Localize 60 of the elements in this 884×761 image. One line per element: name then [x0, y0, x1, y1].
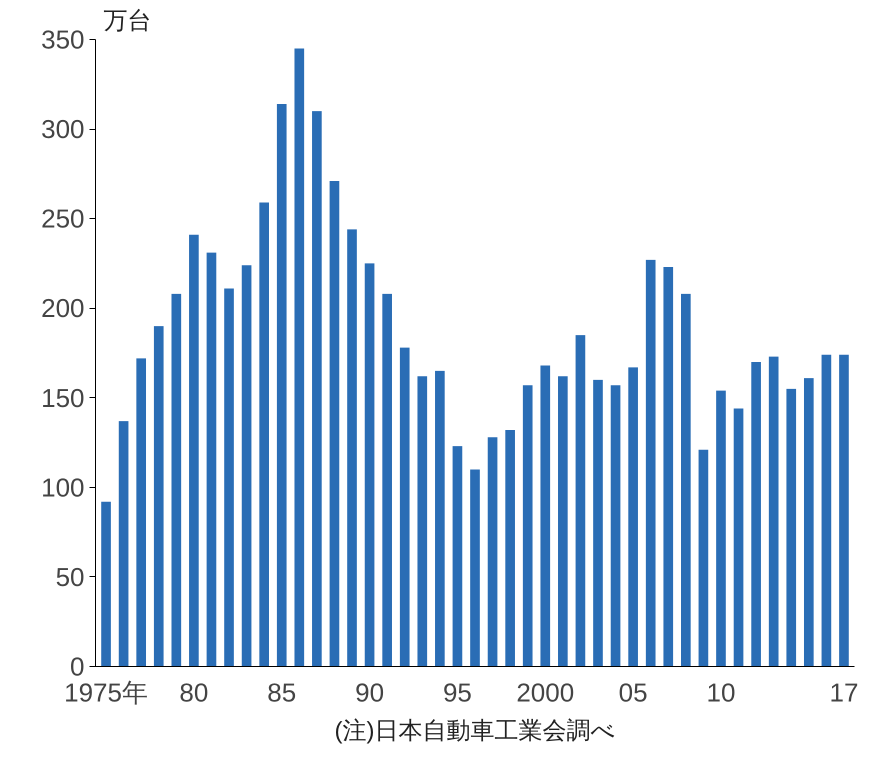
bar: [259, 202, 269, 666]
bar: [698, 450, 708, 666]
x-tick-label: 05: [618, 678, 648, 708]
bar: [136, 358, 146, 666]
bar: [786, 388, 796, 666]
x-tick-label: 10: [706, 678, 736, 708]
bar: [822, 354, 832, 666]
bar: [681, 294, 691, 666]
bar: [189, 234, 199, 666]
bar: [224, 288, 234, 666]
y-axis-title: 万台: [104, 8, 152, 34]
bar: [364, 263, 374, 666]
bar: [118, 421, 128, 666]
bar: [558, 376, 568, 666]
y-tick-label: 300: [41, 114, 85, 144]
bar: [839, 354, 849, 666]
bar: [734, 408, 744, 666]
bar: [101, 502, 111, 666]
bar: [171, 294, 182, 666]
bar: [628, 367, 638, 666]
x-tick-label: 17: [830, 678, 858, 708]
bar: [804, 378, 814, 666]
bar: [663, 267, 674, 666]
bar: [610, 385, 620, 666]
bar: [400, 348, 410, 666]
bar: [505, 430, 515, 666]
bar: [330, 181, 340, 666]
bar: [347, 229, 357, 666]
bar: [540, 366, 550, 666]
x-tick-label: 85: [267, 678, 296, 708]
bar: [470, 469, 480, 666]
bar: [417, 376, 428, 666]
y-tick-label: 50: [56, 562, 84, 592]
y-tick-label: 250: [41, 204, 85, 234]
x-tick-label: 90: [355, 678, 384, 708]
x-tick-label: 2000: [516, 678, 574, 708]
bar: [276, 104, 287, 666]
bar: [522, 385, 533, 666]
y-tick-label: 350: [41, 24, 85, 54]
text: (注)日本自動車工業会調べ: [334, 718, 616, 744]
bar: [312, 111, 322, 666]
x-tick-label: 80: [179, 678, 208, 708]
bar: [206, 252, 216, 666]
bar: [768, 356, 779, 666]
bar: [488, 437, 498, 666]
bar: [154, 326, 164, 666]
bar: [382, 294, 392, 666]
x-tick-label: 95: [442, 678, 472, 708]
bar: [294, 48, 304, 666]
bar: [435, 370, 445, 666]
bar: [716, 390, 726, 666]
bar: [593, 380, 603, 666]
bar: [242, 265, 252, 666]
y-tick-label: 150: [41, 382, 85, 413]
bar: [646, 260, 656, 666]
y-tick-label: 100: [41, 472, 85, 502]
bar: [576, 335, 586, 666]
bar: [751, 362, 761, 666]
bar: [452, 446, 462, 666]
y-tick-label: 200: [41, 293, 85, 324]
